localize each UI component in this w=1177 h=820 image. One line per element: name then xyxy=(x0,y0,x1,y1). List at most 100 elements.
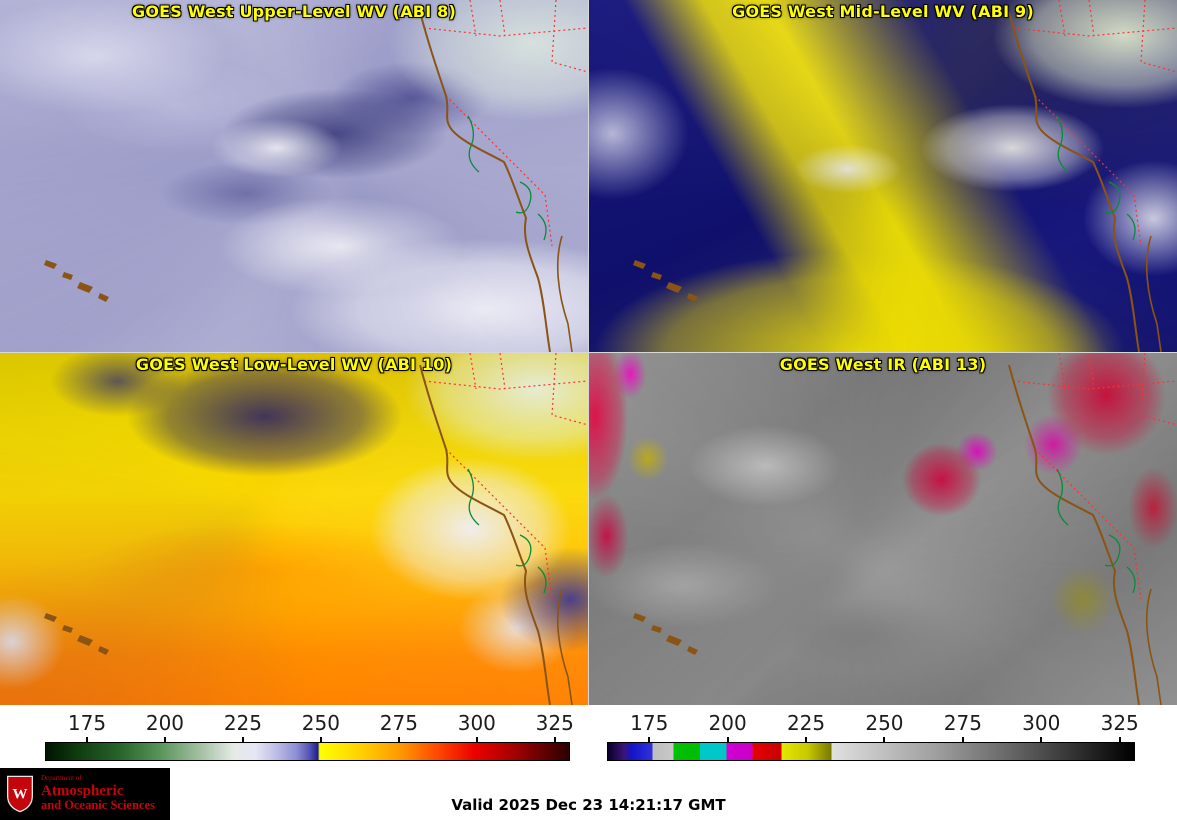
gulf-coastline xyxy=(556,588,573,705)
colorbar-tick-mark xyxy=(553,737,556,742)
colorbar-tick-mark xyxy=(648,737,651,742)
colorbar-tick-label: 325 xyxy=(535,711,574,735)
colorbar-tick-label: 225 xyxy=(786,711,826,735)
panel-title: GOES West Upper-Level WV (ABI 8) xyxy=(132,2,456,21)
panel-grid: GOES West Upper-Level WV (ABI 8) GOES We… xyxy=(0,0,1177,705)
colorbar-tick-label: 175 xyxy=(630,711,669,735)
coastline-path xyxy=(419,364,551,705)
panel-mid-level-wv: GOES West Mid-Level WV (ABI 9) xyxy=(589,0,1177,352)
colorbar-tick-label: 200 xyxy=(708,711,747,735)
map-overlay xyxy=(0,353,588,705)
hawaii-island xyxy=(633,260,646,269)
uw-crest-icon: W xyxy=(6,775,34,813)
gulf-coastline xyxy=(1145,235,1162,352)
hawaii-island xyxy=(44,613,57,622)
wv-colorbar-tick-row: 175 200 225 250 275 300 325 xyxy=(45,709,574,742)
state-border-line xyxy=(1058,353,1066,390)
state-border-line xyxy=(499,0,506,37)
mexico-river-lines xyxy=(1104,181,1136,241)
colorbar-tick-mark xyxy=(805,737,808,742)
panel-upper-level-wv: GOES West Upper-Level WV (ABI 8) xyxy=(0,0,588,352)
coastline-path xyxy=(1008,11,1140,352)
hawaii-island xyxy=(687,293,698,302)
satellite-imagery-mid-wv xyxy=(589,0,1177,352)
colorbar-tick-mark xyxy=(319,737,322,742)
colorbar-tick-mark xyxy=(726,737,729,742)
colorbar-tick-label: 325 xyxy=(1100,711,1139,735)
hawaii-island xyxy=(77,282,93,293)
river-lines xyxy=(467,115,480,173)
state-border-line xyxy=(551,0,588,73)
logo-text: Department of Atmospheric and Oceanic Sc… xyxy=(41,775,155,812)
colorbar-tick-label: 225 xyxy=(223,711,263,735)
hawaii-island xyxy=(666,635,682,646)
mexico-river-lines xyxy=(515,181,547,241)
map-overlay-svg xyxy=(44,0,588,352)
panel-title: GOES West Low-Level WV (ABI 10) xyxy=(135,355,453,374)
map-overlay xyxy=(589,353,1177,705)
satellite-imagery-upper-wv xyxy=(0,0,588,352)
colorbar-tick-mark xyxy=(241,737,244,742)
panel-low-level-wv: GOES West Low-Level WV (ABI 10) xyxy=(0,353,588,705)
coastline-path xyxy=(419,11,551,352)
hawaii-island xyxy=(687,646,698,655)
hawaii-island xyxy=(77,635,93,646)
map-overlay-svg xyxy=(44,353,588,705)
panel-title: GOES West IR (ABI 13) xyxy=(779,355,987,374)
hawaii-island xyxy=(98,646,109,655)
hawaii-islands xyxy=(44,613,109,655)
colorbar-tick-mark xyxy=(1118,737,1121,742)
colorbar-tick-mark xyxy=(86,737,88,742)
colorbar-tick-label: 175 xyxy=(67,711,107,735)
ir-colorbar-tick-row: 175 200 225 250 275 300 325 xyxy=(607,709,1139,742)
hawaii-islands xyxy=(633,260,698,302)
colorbar-tick-label: 250 xyxy=(301,711,340,735)
colorbar-tick-mark xyxy=(475,737,478,742)
coastline-path xyxy=(1008,364,1140,705)
logo-title-line2: and Oceanic Sciences xyxy=(41,798,155,813)
state-border-line xyxy=(1088,0,1095,37)
gulf-coastline xyxy=(556,235,573,352)
state-border-line xyxy=(499,353,506,390)
colorbar-tick-label: 200 xyxy=(145,711,185,735)
river-lines xyxy=(1056,115,1069,173)
hawaii-island xyxy=(651,625,662,633)
state-border-line xyxy=(1088,353,1095,390)
state-border-line xyxy=(1058,0,1066,37)
panel-ir: GOES West IR (ABI 13) xyxy=(589,353,1177,705)
map-overlay-svg xyxy=(633,0,1177,352)
wv-colorbar xyxy=(45,742,570,761)
state-border-line xyxy=(551,353,588,426)
gulf-coastline xyxy=(1145,588,1162,705)
hawaii-island xyxy=(62,625,73,633)
state-border-line xyxy=(445,448,553,600)
state-borders xyxy=(423,0,588,247)
colorbar-tick-mark xyxy=(163,737,166,742)
aos-department-logo: W Department of Atmospheric and Oceanic … xyxy=(0,768,170,820)
colorbar-tick-mark xyxy=(397,737,400,742)
ir-colorbar-block: 175 200 225 250 275 300 325 xyxy=(607,709,1139,761)
state-border-line xyxy=(1034,95,1142,247)
state-border-line xyxy=(423,27,588,37)
colorbar-tick-mark xyxy=(961,737,964,742)
colorbar-tick-mark xyxy=(883,737,886,742)
valid-time-caption: Valid 2025 Dec 23 14:21:17 GMT xyxy=(451,796,726,814)
logo-department-label: Department of xyxy=(41,774,82,783)
hawaii-island xyxy=(44,260,57,269)
map-overlay-svg xyxy=(633,353,1177,705)
state-border-line xyxy=(445,95,553,247)
hawaii-islands xyxy=(633,613,698,655)
crest-shield xyxy=(6,775,34,813)
wv-colorbar-block: 175 200 225 250 275 300 325 xyxy=(45,709,574,761)
mexico-river-lines xyxy=(515,534,547,594)
colorbar-tick-label: 300 xyxy=(1022,711,1061,735)
hawaii-islands xyxy=(44,260,109,302)
hawaii-island xyxy=(62,272,73,280)
river-lines xyxy=(1056,468,1069,526)
satellite-imagery-ir xyxy=(589,353,1177,705)
hawaii-island xyxy=(651,272,662,280)
state-borders xyxy=(423,353,588,600)
state-border-line xyxy=(1034,448,1142,600)
ir-colorbar xyxy=(607,742,1135,761)
colorbar-tick-label: 250 xyxy=(865,711,904,735)
